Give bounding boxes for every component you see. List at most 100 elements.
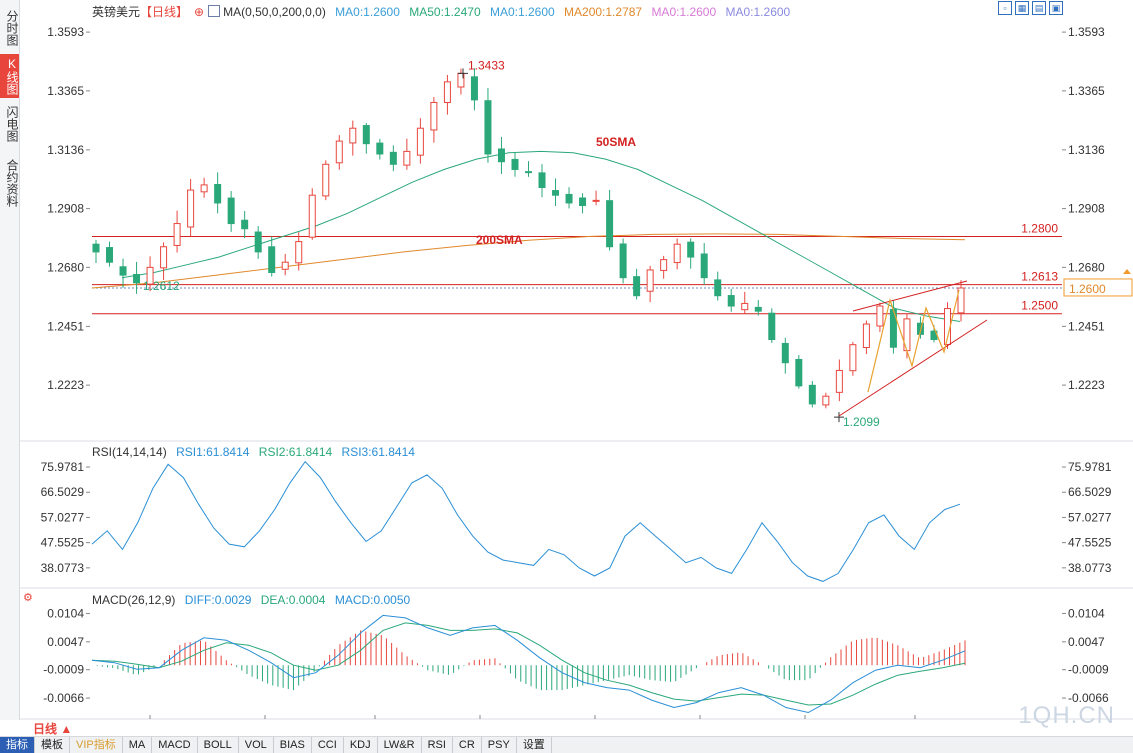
tab-cr[interactable]: CR bbox=[453, 737, 482, 753]
candle-body bbox=[741, 302, 749, 311]
rsi-tick-label-right: 66.5029 bbox=[1068, 485, 1112, 499]
tab-boll[interactable]: BOLL bbox=[198, 737, 239, 753]
candle-body bbox=[592, 199, 600, 202]
chart-svg[interactable]: 1.3593 1.3593 1.3365 1.3365 1.3136 1.3136 1.29… bbox=[0, 0, 1133, 720]
ma-item-6: MA0:1.2600 bbox=[725, 5, 791, 19]
macd-legend: MACD(26,12,9) DIFF:0.0029 DEA:0.0004 MAC… bbox=[92, 593, 416, 607]
tab-timeshare[interactable]: 分时图 bbox=[5, 10, 19, 46]
candle-body bbox=[146, 266, 154, 285]
candle-body bbox=[673, 243, 681, 264]
ma-item-2: MA50:1.2470 bbox=[409, 5, 481, 19]
candle-body bbox=[795, 358, 803, 387]
candle-body bbox=[876, 305, 884, 327]
layout-icon[interactable]: ▣ bbox=[1049, 1, 1063, 15]
ma-item-3: MA0:1.2600 bbox=[489, 5, 555, 19]
sidebar: 分时图 K线图 闪电图 合约资料 bbox=[0, 0, 20, 720]
price-tick-label-right: 1.2451 bbox=[1068, 319, 1105, 333]
macd-item-1: DIFF:0.0029 bbox=[184, 593, 252, 607]
wave-pattern-line bbox=[867, 289, 960, 393]
candle-body bbox=[633, 276, 641, 297]
wedge-lower-line bbox=[838, 319, 988, 417]
rsi-tick-label-left: 66.5029 bbox=[41, 485, 85, 499]
macd-tick-label-left: 0.0047 bbox=[47, 635, 84, 649]
period-label: 【日线】 bbox=[140, 5, 189, 19]
candle-body bbox=[322, 163, 330, 197]
tab-bias[interactable]: BIAS bbox=[274, 737, 312, 753]
tab-rsi[interactable]: RSI bbox=[422, 737, 453, 753]
grid-icon[interactable]: ▦ bbox=[1015, 1, 1029, 15]
chart-area[interactable]: 1.3593 1.3593 1.3365 1.3365 1.3136 1.3136 1.29… bbox=[0, 0, 1133, 720]
candle-body bbox=[92, 243, 100, 253]
tab-macd[interactable]: MACD bbox=[152, 737, 198, 753]
macd-item-3: MACD:0.0050 bbox=[334, 593, 411, 607]
rsi-item-3: RSI3:61.8414 bbox=[341, 445, 415, 459]
rsi-tick-label-right: 57.0277 bbox=[1068, 510, 1112, 524]
tab-contract-info[interactable]: 合约资料 bbox=[5, 159, 19, 207]
candle-body bbox=[200, 184, 208, 193]
candle-body bbox=[808, 384, 816, 405]
candle-body bbox=[295, 241, 303, 264]
rsi-line bbox=[91, 460, 961, 582]
tab-vol[interactable]: VOL bbox=[239, 737, 274, 753]
macd-tick-label-left: 0.0104 bbox=[47, 606, 84, 620]
candle-body bbox=[214, 183, 222, 204]
candles-group bbox=[92, 68, 965, 409]
candle-body bbox=[416, 127, 424, 156]
candle-body bbox=[241, 219, 249, 230]
tab-settings[interactable]: 设置 bbox=[517, 737, 552, 753]
price-tick-label-right: 1.2223 bbox=[1068, 378, 1105, 392]
price-tick-label-left: 1.2223 bbox=[47, 378, 84, 392]
candle-body bbox=[497, 148, 505, 163]
candle-body bbox=[173, 223, 181, 246]
tab-kdj[interactable]: KDJ bbox=[344, 737, 378, 753]
candle-body bbox=[538, 172, 546, 188]
rsi-tick-label-left: 47.5525 bbox=[41, 536, 85, 550]
rsi-item-1: RSI1:61.8414 bbox=[176, 445, 250, 459]
high-annotation: 1.3433 bbox=[468, 58, 505, 72]
tab-lwr[interactable]: LW&R bbox=[378, 737, 422, 753]
ma200-line bbox=[91, 233, 966, 289]
candle-body bbox=[227, 197, 235, 225]
candle-body bbox=[822, 395, 830, 406]
restore-icon[interactable]: ▫ bbox=[998, 1, 1012, 15]
split-icon[interactable]: ▤ bbox=[1032, 1, 1046, 15]
candle-body bbox=[187, 189, 195, 228]
candle-body bbox=[781, 342, 789, 364]
low-annotation: 1.2099 bbox=[843, 415, 880, 429]
macd-name: MACD(26,12,9) bbox=[92, 593, 176, 607]
candle-body bbox=[565, 193, 573, 204]
candle-body bbox=[430, 101, 438, 131]
candle-body bbox=[957, 287, 965, 314]
candle-body bbox=[308, 194, 316, 238]
ma200-label: 200SMA bbox=[476, 233, 523, 247]
candle-body bbox=[619, 243, 627, 279]
level-label-1.2800: 1.2800 bbox=[1021, 221, 1058, 235]
indicator-icon[interactable] bbox=[208, 5, 221, 17]
settings-icon[interactable]: ⊕ bbox=[194, 5, 205, 19]
candle-body bbox=[606, 200, 614, 248]
rsi-tick-label-left: 38.0773 bbox=[41, 561, 85, 575]
price-tick-label-left: 1.3365 bbox=[47, 84, 84, 98]
macd-item-2: DEA:0.0004 bbox=[260, 593, 326, 607]
rsi-tick-label-right: 47.5525 bbox=[1068, 536, 1112, 550]
tab-psy[interactable]: PSY bbox=[482, 737, 517, 753]
candle-body bbox=[552, 190, 560, 196]
symbol-name: 英镑美元 bbox=[92, 5, 141, 19]
tab-vip-indicators[interactable]: VIP指标 bbox=[70, 737, 123, 753]
level-label-1.2613: 1.2613 bbox=[1021, 270, 1058, 284]
tab-ma[interactable]: MA bbox=[123, 737, 153, 753]
candle-body bbox=[254, 231, 262, 253]
price-tick-label-left: 1.2680 bbox=[47, 260, 84, 274]
macd-tick-label-left: -0.0066 bbox=[43, 691, 84, 705]
tab-templates[interactable]: 模板 bbox=[35, 737, 70, 753]
candle-body bbox=[443, 81, 451, 104]
tab-cci[interactable]: CCI bbox=[312, 737, 344, 753]
tab-lightning[interactable]: 闪电图 bbox=[5, 106, 19, 142]
tab-kline[interactable]: K线图 bbox=[0, 54, 19, 98]
period-selector[interactable]: 日线 ▲ bbox=[33, 722, 73, 736]
candle-body bbox=[646, 269, 654, 292]
candle-body bbox=[403, 150, 411, 166]
tab-indicators[interactable]: 指标 bbox=[0, 737, 35, 753]
macd-settings-icon[interactable]: ⚙ bbox=[23, 592, 33, 604]
ma-item-1: MA0:1.2600 bbox=[335, 5, 400, 19]
